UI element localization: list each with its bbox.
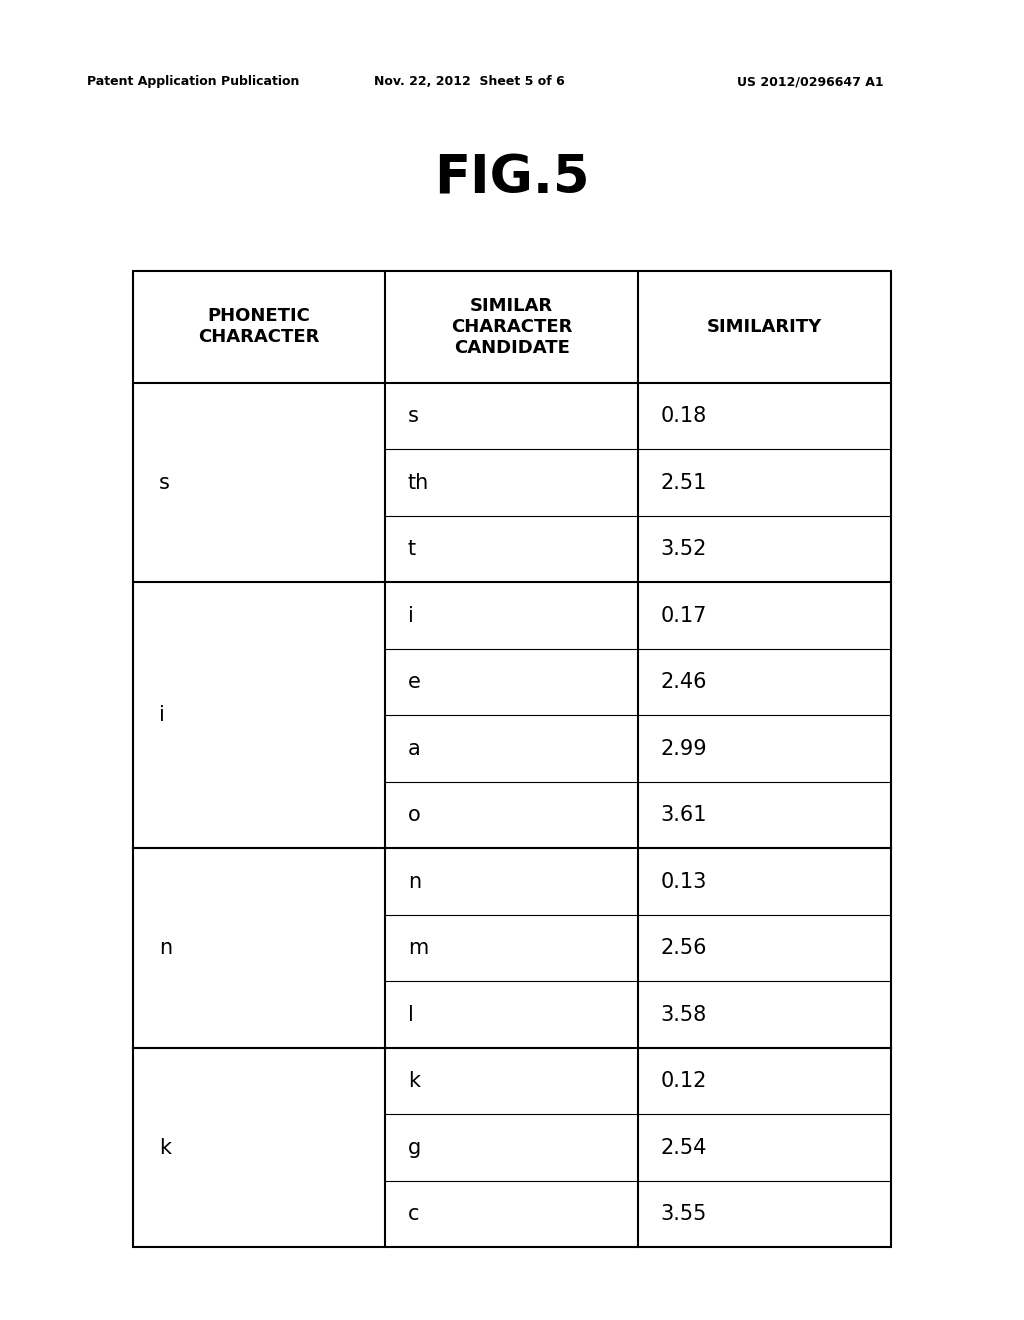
Text: SIMILARITY: SIMILARITY (707, 318, 822, 335)
Text: s: s (408, 407, 419, 426)
Text: l: l (408, 1005, 414, 1024)
Text: 3.52: 3.52 (660, 539, 707, 560)
Text: i: i (159, 705, 165, 726)
Text: FIG.5: FIG.5 (434, 152, 590, 205)
Bar (133, 271, 891, 1247)
Text: 2.54: 2.54 (660, 1138, 707, 1158)
Text: k: k (159, 1138, 171, 1158)
Text: 0.12: 0.12 (660, 1071, 707, 1092)
Text: th: th (408, 473, 429, 492)
Text: SIMILAR
CHARACTER
CANDIDATE: SIMILAR CHARACTER CANDIDATE (451, 297, 572, 356)
Text: 3.61: 3.61 (660, 805, 707, 825)
Text: m: m (408, 939, 428, 958)
Text: PHONETIC
CHARACTER: PHONETIC CHARACTER (199, 308, 319, 346)
Text: US 2012/0296647 A1: US 2012/0296647 A1 (737, 75, 884, 88)
Text: g: g (408, 1138, 421, 1158)
Text: k: k (408, 1071, 420, 1092)
Text: 2.51: 2.51 (660, 473, 707, 492)
Text: Nov. 22, 2012  Sheet 5 of 6: Nov. 22, 2012 Sheet 5 of 6 (374, 75, 564, 88)
Text: Patent Application Publication: Patent Application Publication (87, 75, 299, 88)
Text: s: s (159, 473, 170, 492)
Text: c: c (408, 1204, 420, 1224)
Text: n: n (159, 939, 172, 958)
Text: 2.46: 2.46 (660, 672, 707, 692)
Text: 3.58: 3.58 (660, 1005, 707, 1024)
Text: t: t (408, 539, 416, 560)
Text: e: e (408, 672, 421, 692)
Text: 0.18: 0.18 (660, 407, 707, 426)
Text: i: i (408, 606, 414, 626)
Text: 0.13: 0.13 (660, 871, 707, 892)
Text: n: n (408, 871, 421, 892)
Text: o: o (408, 805, 421, 825)
Text: 2.99: 2.99 (660, 739, 707, 759)
Text: 0.17: 0.17 (660, 606, 707, 626)
Text: 3.55: 3.55 (660, 1204, 707, 1224)
Text: 2.56: 2.56 (660, 939, 707, 958)
Text: a: a (408, 739, 421, 759)
